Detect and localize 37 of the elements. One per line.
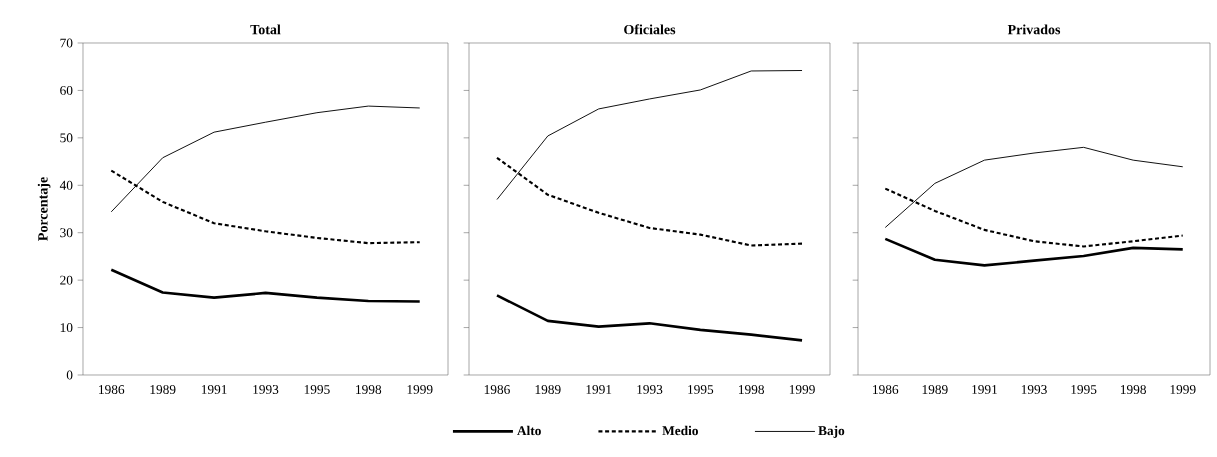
x-tick-label: 1989: [922, 385, 948, 395]
chart-title: Oficiales: [624, 24, 676, 35]
x-tick-label: 1998: [1121, 385, 1146, 395]
legend-label: Bajo: [818, 425, 845, 438]
y-axis-title: Porcentaje: [37, 177, 51, 241]
x-tick-label: 1986: [99, 385, 125, 395]
x-tick-label: 1991: [586, 385, 612, 394]
x-tick-label: 1998: [356, 385, 382, 395]
y-tick-label: 10: [60, 323, 73, 333]
y-tick-label: 30: [60, 228, 73, 238]
x-tick-label: 1986: [873, 385, 899, 395]
y-tick-label: 0: [66, 370, 73, 380]
x-tick-label: 1991: [201, 385, 227, 394]
x-tick-label: 1993: [1021, 385, 1047, 394]
x-tick-label: 1999: [789, 385, 815, 394]
line-series: [109, 268, 422, 303]
x-tick-label: 1995: [688, 385, 714, 394]
legend-label: Alto: [517, 425, 541, 436]
y-tick-label: 50: [60, 133, 73, 143]
x-tick-label: 1993: [253, 385, 279, 394]
chart-title: Privados: [1007, 24, 1061, 35]
x-tick-label: 1999: [1170, 385, 1196, 394]
legend-label: Medio: [662, 425, 698, 436]
y-tick-label: 60: [60, 85, 73, 95]
x-tick-label: 1993: [637, 385, 663, 394]
x-tick-label: 1995: [1071, 385, 1097, 394]
x-tick-label: 1989: [535, 385, 561, 395]
x-tick-label: 1999: [407, 385, 433, 394]
x-tick-label: 1986: [484, 385, 510, 395]
y-tick-label: 70: [60, 38, 73, 48]
chart-title: Total: [250, 24, 281, 35]
x-tick-label: 1995: [304, 385, 330, 394]
y-tick-label: 20: [60, 275, 73, 285]
x-tick-label: 1989: [150, 385, 176, 395]
x-tick-label: 1998: [739, 385, 765, 395]
x-tick-label: 1991: [972, 385, 997, 394]
y-tick-label: 40: [59, 180, 73, 190]
